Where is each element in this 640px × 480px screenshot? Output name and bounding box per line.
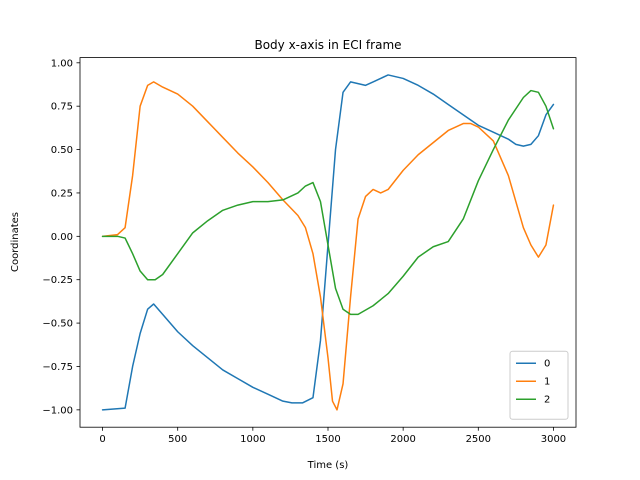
x-tick-label: 500	[168, 434, 187, 445]
y-axis-ticks: −1.00 −0.75 −0.50 −0.25 0.00 0.25 0.50 0.75 1.00	[42, 58, 80, 416]
y-tick-label: 0.25	[51, 188, 73, 199]
series-line-0	[101, 74, 555, 411]
y-tick-label: −0.50	[42, 319, 73, 330]
y-tick-label: 0.50	[51, 145, 73, 156]
y-axis-label: Coordinates	[10, 212, 21, 272]
y-tick-label: 0.00	[51, 232, 73, 243]
legend-label-2: 2	[544, 395, 550, 406]
series-line-1	[101, 81, 555, 411]
chart-title: Body x-axis in ECI frame	[254, 38, 401, 52]
x-tick-label: 2000	[390, 434, 415, 445]
y-tick-label: −0.75	[42, 362, 73, 373]
x-tick-label: 1500	[315, 434, 340, 445]
x-tick-label: 3000	[541, 434, 566, 445]
legend-label-0: 0	[544, 359, 550, 370]
y-tick-label: 0.75	[51, 102, 73, 113]
x-tick-label: 2500	[466, 434, 491, 445]
legend-label-1: 1	[544, 377, 550, 388]
x-axis-ticks: 0 500 1000 1500 2000 2500 3000	[99, 427, 566, 445]
y-tick-label: −0.25	[42, 275, 73, 286]
x-tick-label: 0	[99, 434, 105, 445]
x-tick-label: 1000	[240, 434, 265, 445]
plot-lines	[101, 74, 555, 411]
y-tick-label: 1.00	[51, 58, 73, 69]
x-axis-label: Time (s)	[307, 460, 349, 471]
series-line-2	[101, 89, 555, 316]
legend: 0 1 2	[509, 350, 569, 420]
legend-box	[509, 350, 569, 420]
y-tick-label: −1.00	[42, 405, 73, 416]
